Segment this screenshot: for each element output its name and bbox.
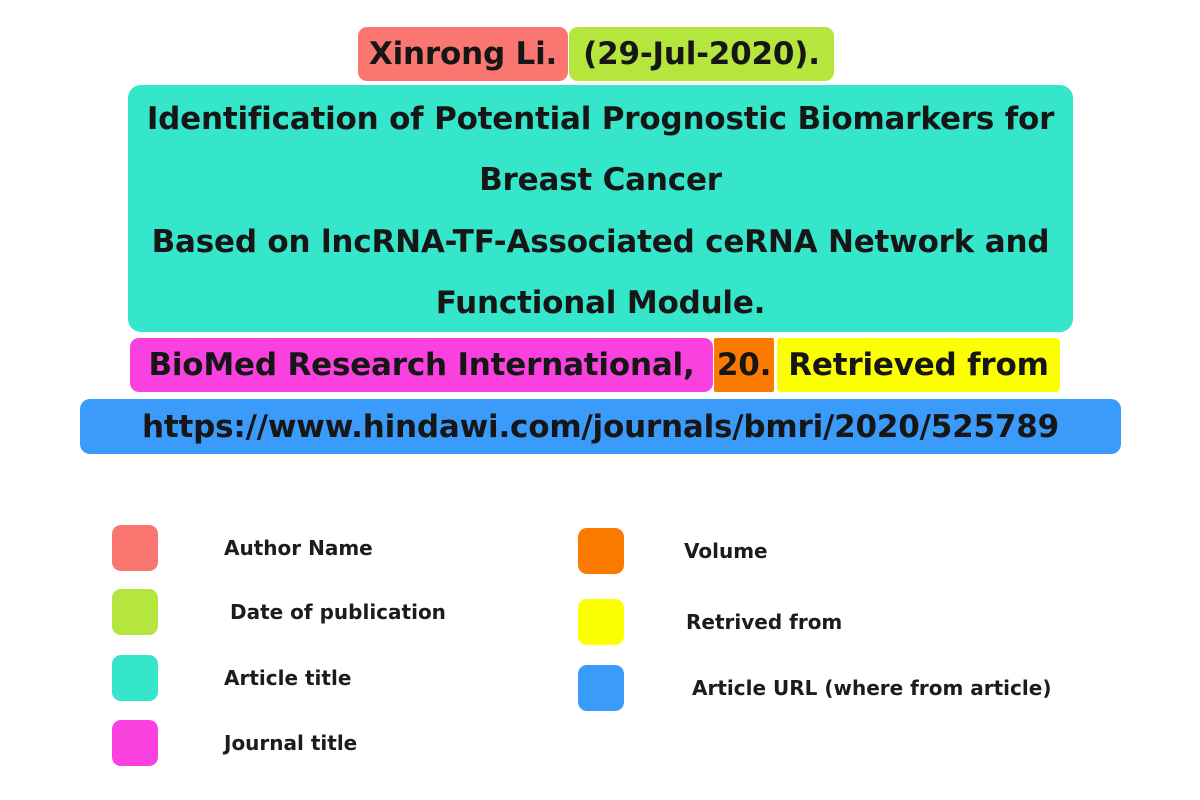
legend-item-label: Author Name bbox=[224, 536, 373, 560]
legend-swatch-journal-title bbox=[112, 720, 158, 766]
highlight-article-url: https://www.hindawi.com/journals/bmri/20… bbox=[80, 399, 1121, 454]
legend-swatch-article-title bbox=[112, 655, 158, 701]
legend: Author Name Date of publication Article ti… bbox=[0, 505, 1200, 800]
highlight-retrieved-from: Retrieved from bbox=[777, 338, 1060, 392]
legend-item: Retrived from bbox=[578, 599, 842, 645]
article-url-text: https://www.hindawi.com/journals/bmri/20… bbox=[142, 408, 1059, 445]
highlight-article-title: Identification of Potential Prognostic B… bbox=[128, 85, 1073, 332]
citation-block: Xinrong Li. (29-Jul-2020). Identificatio… bbox=[80, 27, 1121, 454]
article-title-line-1: Identification of Potential Prognostic B… bbox=[146, 101, 1055, 137]
article-title-line-3: Based on lncRNA-TF-Associated ceRNA Netw… bbox=[151, 223, 1050, 260]
highlight-date-of-publication: (29-Jul-2020). bbox=[569, 27, 834, 81]
highlight-author-name: Xinrong Li. bbox=[358, 27, 568, 81]
legend-item-label: Date of publication bbox=[230, 600, 446, 624]
legend-item: Date of publication bbox=[112, 589, 446, 635]
legend-swatch-retrived-from bbox=[578, 599, 624, 645]
highlight-journal-title: BioMed Research International, bbox=[130, 338, 713, 392]
volume-text: 20. bbox=[716, 347, 772, 383]
legend-item-label: Retrived from bbox=[686, 610, 843, 634]
article-title-line-4: Functional Module. bbox=[435, 285, 766, 322]
date-of-publication-text: (29-Jul-2020). bbox=[583, 36, 820, 72]
legend-item: Article title bbox=[112, 655, 351, 701]
highlight-volume: 20. bbox=[714, 338, 774, 392]
legend-item-label: Article title bbox=[224, 666, 352, 690]
legend-item-label: Journal title bbox=[224, 731, 358, 755]
legend-swatch-article-url bbox=[578, 665, 624, 711]
legend-swatch-author-name bbox=[112, 525, 158, 571]
legend-item-label: Article URL (where from article) bbox=[692, 676, 1052, 700]
legend-item-label: Volume bbox=[684, 539, 768, 563]
legend-swatch-volume bbox=[578, 528, 624, 574]
journal-title-text: BioMed Research International, bbox=[148, 347, 695, 383]
retrieved-from-text: Retrieved from bbox=[788, 347, 1049, 383]
legend-item: Author Name bbox=[112, 525, 373, 571]
legend-item: Article URL (where from article) bbox=[578, 665, 1051, 711]
author-name-text: Xinrong Li. bbox=[368, 36, 558, 72]
legend-swatch-date-of-publication bbox=[112, 589, 158, 635]
legend-item: Journal title bbox=[112, 720, 357, 766]
article-title-line-2: Breast Cancer bbox=[479, 162, 722, 199]
legend-item: Volume bbox=[578, 528, 768, 574]
